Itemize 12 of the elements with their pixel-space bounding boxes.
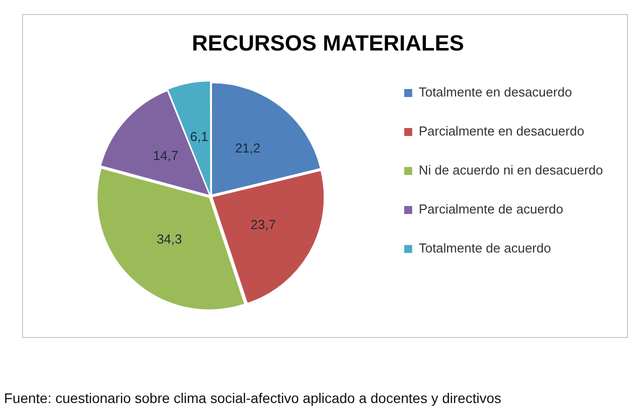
data-label: 14,7 <box>153 148 178 163</box>
data-label: 6,1 <box>190 128 208 144</box>
legend-label: Parcialmente de acuerdo <box>418 202 564 217</box>
source-note: Fuente: cuestionario sobre clima social-afectivo aplicado a docentes y directivos <box>4 390 502 406</box>
legend-label: Totalmente de acuerdo <box>418 240 551 256</box>
legend-label: Parcialmente en desacuerdo <box>418 124 584 139</box>
chart-title: RECURSOS MATERIALES <box>192 30 464 56</box>
legend-label: Ni de acuerdo ni en desacuerdo <box>418 162 604 178</box>
legend-label: Totalmente en desacuerdo <box>418 84 572 100</box>
data-label: 23,7 <box>250 216 276 232</box>
data-label: 21,2 <box>235 140 260 156</box>
data-label: 34,3 <box>156 231 182 246</box>
